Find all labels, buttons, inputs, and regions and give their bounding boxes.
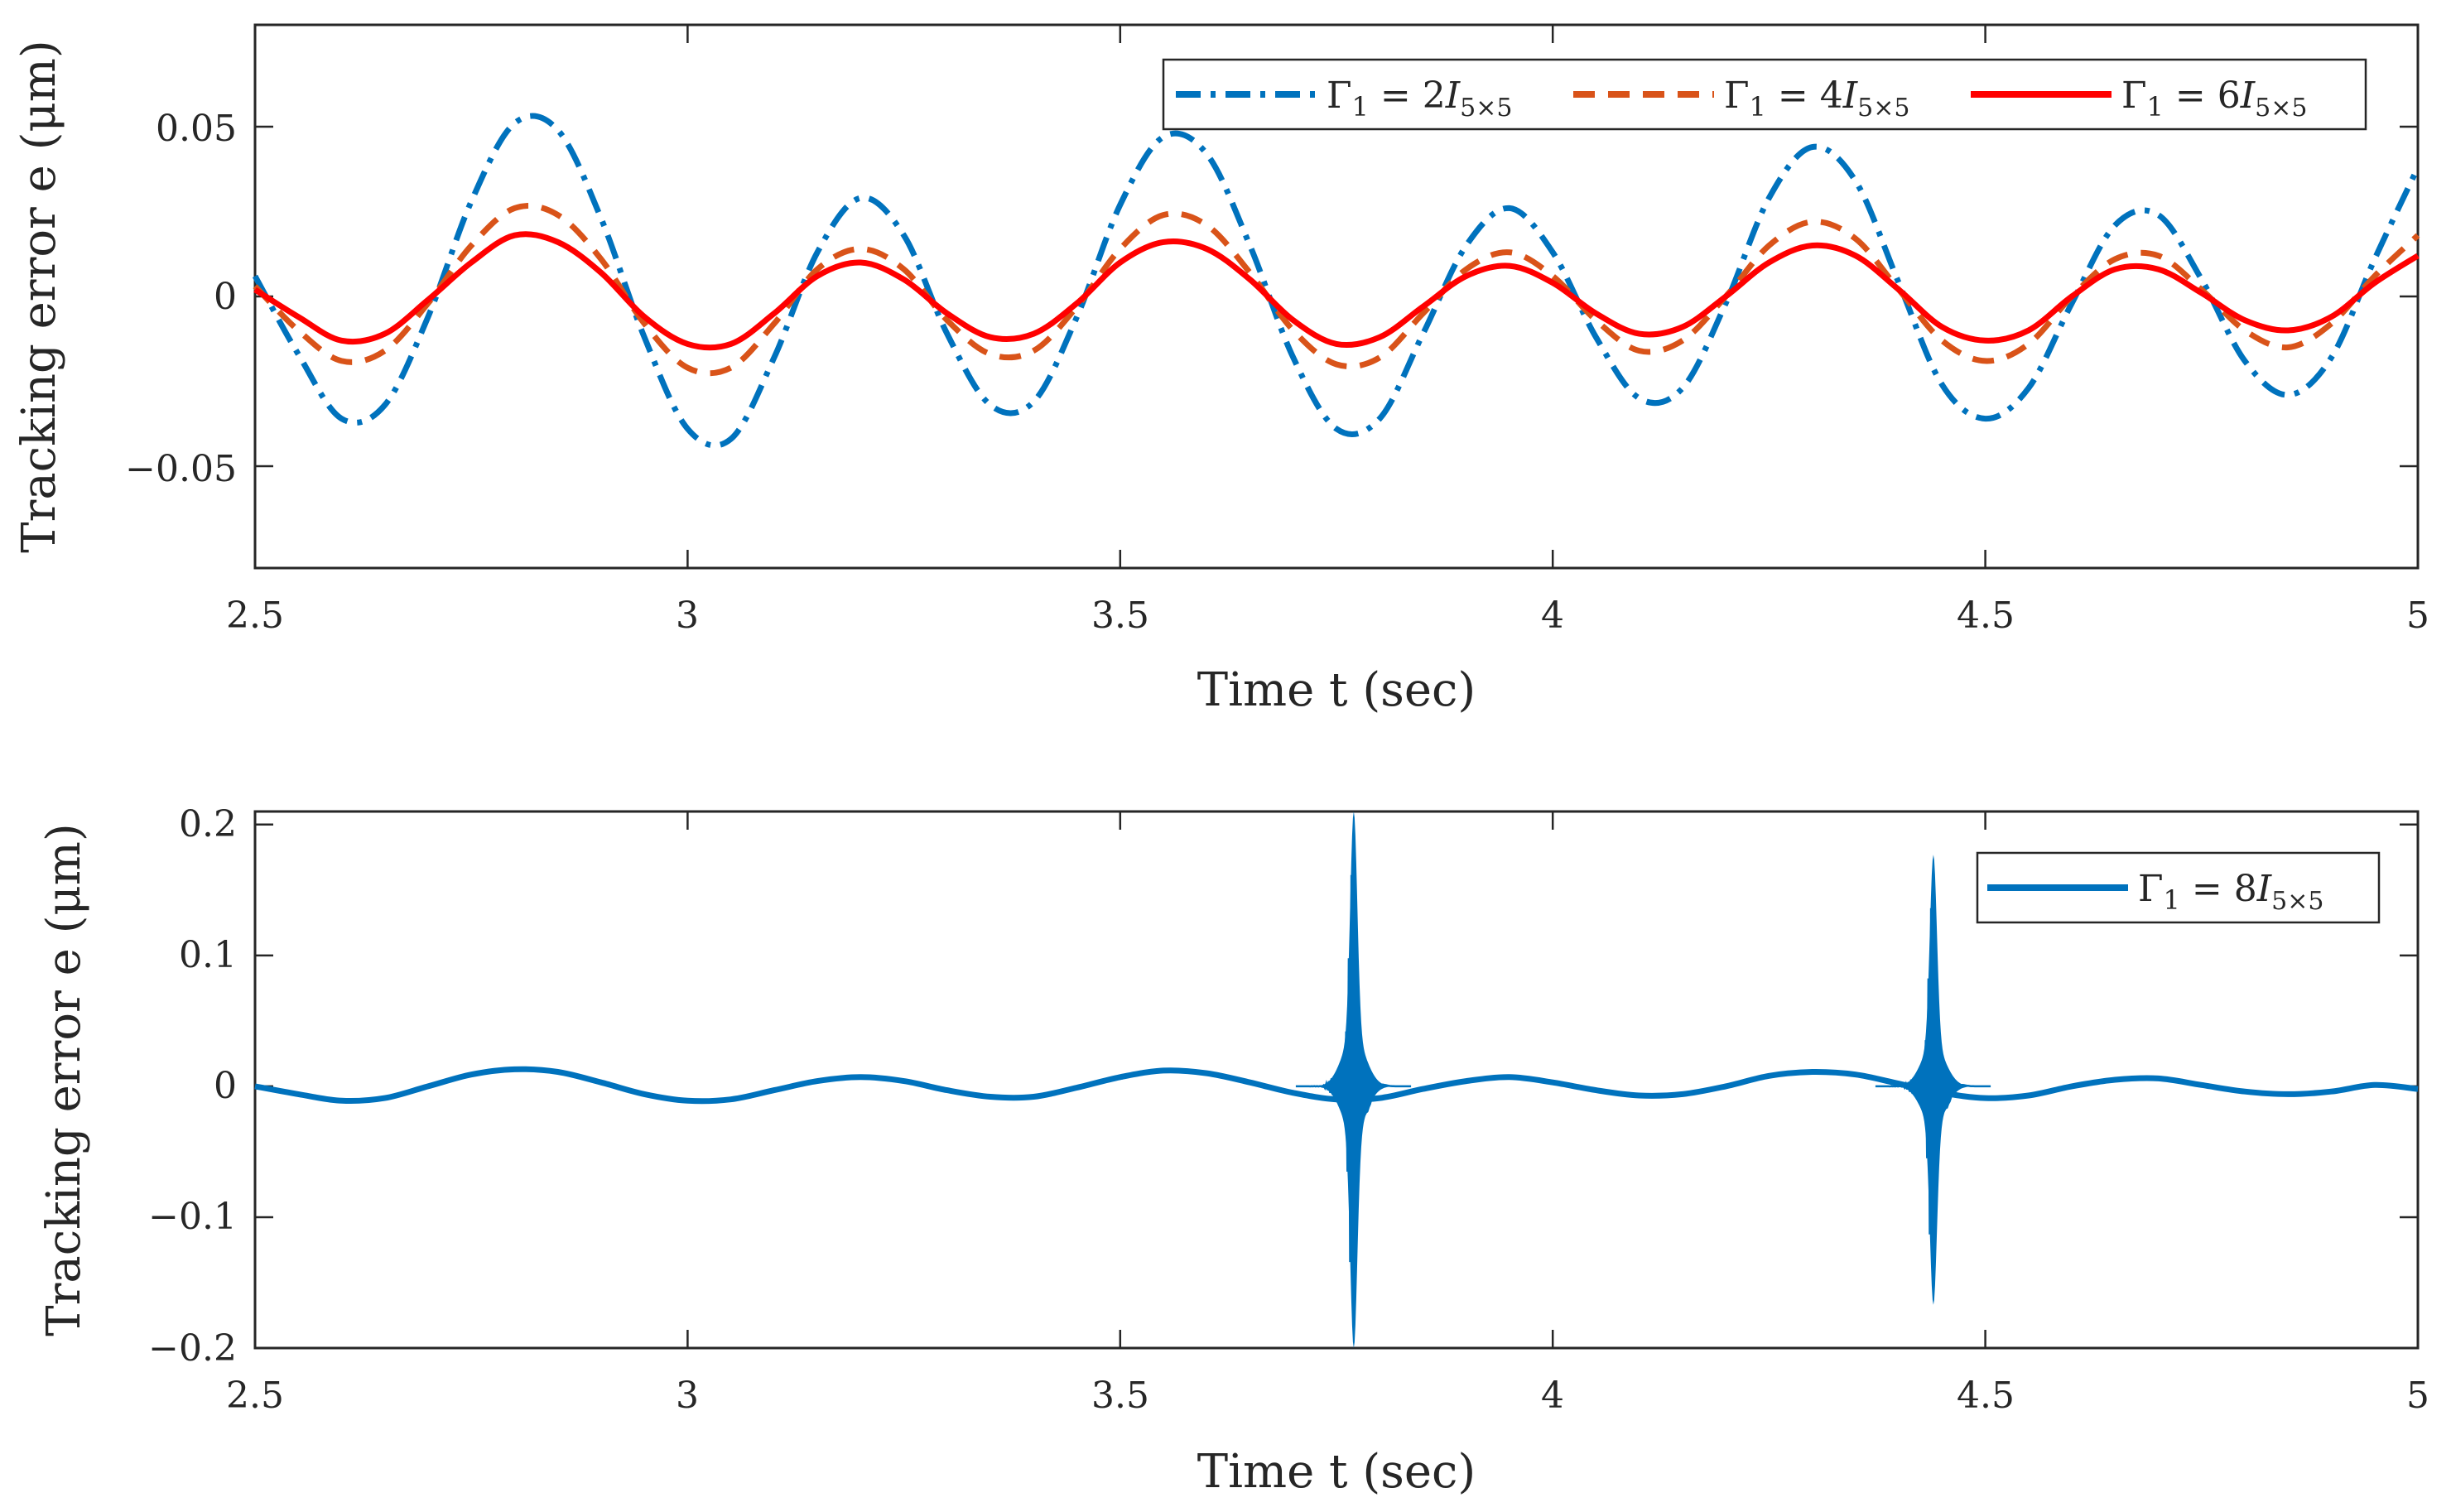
ytick-label: −0.1 (148, 1196, 237, 1238)
ytick-label: 0.05 (156, 108, 237, 150)
legend-box-top (1162, 58, 2367, 131)
series-group-bottom (254, 811, 2419, 1348)
x-axis-title-bottom: Time t (sec) (1197, 1445, 1476, 1499)
burst-envelope-2 (1875, 855, 1991, 1305)
axis-ticks-top (253, 25, 2420, 568)
ytick-label: 0.1 (179, 934, 237, 976)
legend-label-series-1: Γ1 = 8I5×5 (2138, 868, 2323, 916)
burst-envelope-1 (1295, 811, 1412, 1348)
xtick-label: 5 (2406, 595, 2429, 637)
legend-label-series-3: Γ1 = 6I5×5 (2121, 75, 2307, 123)
y-axis-title-bottom: Tracking error e (μm) (37, 823, 91, 1336)
xtick-label: 3 (676, 595, 699, 637)
xtick-label: 2.5 (226, 595, 284, 637)
xtick-label: 4.5 (1957, 595, 2015, 637)
xtick-label: 3.5 (1091, 595, 1149, 637)
series-line-3 (253, 231, 2420, 351)
x-axis-title-top: Time t (sec) (1197, 663, 1476, 717)
xtick-label: 4 (1541, 595, 1564, 637)
y-axis-title-top: Tracking error e (μm) (12, 40, 66, 553)
legend-label-series-2: Γ1 = 4I5×5 (1724, 75, 1909, 123)
series-line-1 (252, 113, 2421, 449)
xtick-label: 4.5 (1957, 1375, 2015, 1417)
xtick-label: 3.5 (1091, 1375, 1149, 1417)
legend-label-series-1: Γ1 = 2I5×5 (1327, 75, 1512, 123)
ytick-label: 0 (214, 276, 237, 318)
ytick-label: 0.2 (179, 803, 237, 845)
panel-bottom: 2.5 3 3.5 4 4.5 5 −0.2 −0.1 0 0.1 0.2 Ti… (37, 803, 2429, 1499)
xtick-label: 4 (1541, 1375, 1564, 1417)
ytick-label: −0.05 (125, 448, 237, 490)
legend-bottom: Γ1 = 8I5×5 (1976, 851, 2381, 924)
xtick-label: 5 (2406, 1375, 2429, 1417)
xtick-label: 3 (676, 1375, 699, 1417)
xtick-label: 2.5 (226, 1375, 284, 1417)
ytick-label: 0 (214, 1065, 237, 1107)
legend-top: Γ1 = 2I5×5 Γ1 = 4I5×5 Γ1 = 6I5×5 (1162, 58, 2367, 131)
series-group-top (252, 113, 2421, 449)
panel-top: 2.5 3 3.5 4 4.5 5 −0.05 0 0.05 Time t (s… (12, 23, 2429, 717)
ytick-label: −0.2 (148, 1327, 237, 1370)
